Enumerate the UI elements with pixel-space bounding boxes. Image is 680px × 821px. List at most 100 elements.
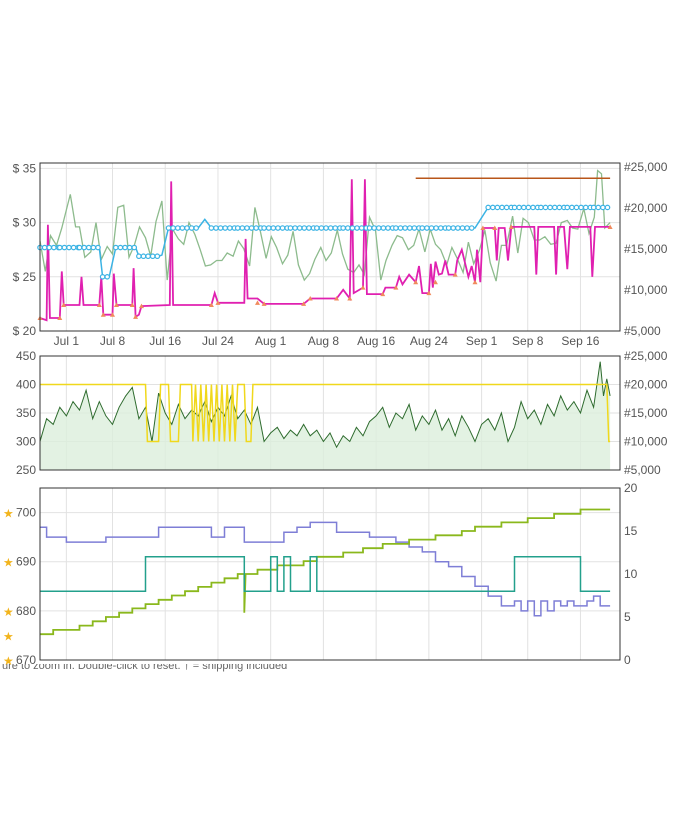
sales_rank-left-tick-label: 300 xyxy=(16,435,36,449)
amazon-price-point xyxy=(547,204,553,211)
amazon-price-point xyxy=(275,225,281,231)
buy-box-marker xyxy=(133,314,139,319)
amazon-price-point xyxy=(265,225,272,231)
amazon-price-point xyxy=(287,225,294,231)
price-right-tick-label: #5,000 xyxy=(624,324,661,338)
amazon-price-point xyxy=(104,274,111,280)
amazon-price-point xyxy=(170,225,176,231)
sales_rank-frame xyxy=(39,355,621,471)
rating_reviews-right-tick-label: 0 xyxy=(624,653,631,667)
buy-box-marker xyxy=(472,279,478,285)
buy-box-marker xyxy=(307,295,313,301)
amazon-price-point xyxy=(499,204,505,211)
amazon-price-point xyxy=(248,225,255,231)
amazon-price-point xyxy=(213,225,219,231)
amazon-price-point xyxy=(145,253,151,260)
buy-box-marker xyxy=(360,285,366,290)
x-tick-label: Sep 1 xyxy=(466,334,498,348)
offer-count-line xyxy=(40,556,611,592)
amazon-price-point xyxy=(314,225,320,231)
rating_reviews-right-tick-label: 10 xyxy=(624,567,638,581)
x-tick-label: Sep 8 xyxy=(512,334,544,348)
buy-box-marker xyxy=(607,224,613,229)
rating_reviews-left-tick-label: 680 xyxy=(16,604,36,618)
amazon-price-point xyxy=(503,204,510,211)
amazon-price-point xyxy=(136,253,142,260)
amazon-price-point xyxy=(433,225,439,231)
amazon-price-point xyxy=(520,204,527,211)
amazon-price-point xyxy=(406,225,413,231)
price-left-tick-label: $ 20 xyxy=(13,324,37,338)
amazon-price-point xyxy=(301,225,308,231)
x-tick-label: Sep 16 xyxy=(561,334,599,348)
buy-box-marker xyxy=(334,295,340,301)
amazon-price-point xyxy=(595,204,602,211)
sales_rank-left-tick-label: 400 xyxy=(16,378,36,392)
amazon-price-point xyxy=(76,244,83,251)
price-panel xyxy=(37,162,621,332)
x-tick-label: Aug 8 xyxy=(308,334,340,348)
rating_reviews-panel xyxy=(39,487,621,661)
amazon-price-point xyxy=(542,204,549,211)
sales_rank-right-tick-label: #20,000 xyxy=(624,378,668,392)
amazon-price-point xyxy=(450,225,457,231)
price-frame xyxy=(39,162,621,332)
buy-box-marker xyxy=(380,291,386,297)
amazon-price-point xyxy=(51,244,57,251)
buy-box-marker xyxy=(139,303,144,309)
amazon-price-point xyxy=(85,244,92,251)
amazon-price-point xyxy=(323,225,329,231)
amazon-price-point xyxy=(538,204,544,211)
sales_rank-right-tick-label: #10,000 xyxy=(624,435,668,449)
amazon-price-point xyxy=(428,225,435,231)
amazon-price-point xyxy=(578,204,584,211)
amazon-price-point xyxy=(445,225,452,231)
sales_rank-left-tick-label: 450 xyxy=(16,349,36,363)
amazon-price-point xyxy=(437,225,444,231)
sales_rank-panel xyxy=(39,355,621,471)
amazon-price-point xyxy=(393,225,399,231)
rating_reviews-right-tick-label: 15 xyxy=(624,524,638,538)
amazon-price-point xyxy=(340,225,346,231)
price-left-tick-label: $ 30 xyxy=(13,216,37,230)
x-tick-label: Jul 16 xyxy=(149,334,181,348)
buy-box-marker xyxy=(393,285,399,290)
star-icon: ★ xyxy=(3,629,14,643)
x-tick-label: Jul 1 xyxy=(54,334,80,348)
amazon-price-point xyxy=(464,225,470,231)
sales_rank-right-tick-label: #5,000 xyxy=(624,463,661,477)
x-tick-label: Jul 8 xyxy=(100,334,126,348)
amazon-price-point xyxy=(279,225,286,231)
star-icon: ★ xyxy=(3,654,14,668)
amazon-price-point xyxy=(375,225,382,231)
amazon-price-point xyxy=(564,204,571,211)
amazon-price-point xyxy=(217,225,224,231)
buy-box-marker xyxy=(215,300,221,305)
amazon-price-point xyxy=(358,225,365,231)
amazon-price-point xyxy=(494,204,501,211)
x-tick-label: Jul 24 xyxy=(202,334,234,348)
amazon-price-point xyxy=(296,225,303,231)
rank-overlay-line xyxy=(40,383,611,443)
amazon-price-point xyxy=(551,204,558,211)
price-left-tick-label: $ 35 xyxy=(13,161,37,175)
buy-box-marker xyxy=(347,295,353,301)
amazon-price-point xyxy=(46,244,53,251)
rating_reviews-frame xyxy=(39,487,621,661)
amazon-price-point xyxy=(371,225,377,231)
rating-line xyxy=(40,521,611,617)
amazon-price-point xyxy=(222,225,229,231)
buy-box-marker xyxy=(100,312,106,317)
sales_rank-right-tick-label: #15,000 xyxy=(624,406,668,420)
amazon-price-point xyxy=(99,274,106,280)
buy-box-marker xyxy=(480,225,486,231)
price-right-tick-label: #15,000 xyxy=(624,242,668,256)
amazon-price-point xyxy=(397,225,404,231)
buy-box-marker xyxy=(492,225,498,231)
amazon-price-point xyxy=(149,253,156,260)
buy-box-marker xyxy=(508,224,514,229)
amazon-price-point xyxy=(61,244,68,251)
buy-box-marker xyxy=(432,279,438,285)
